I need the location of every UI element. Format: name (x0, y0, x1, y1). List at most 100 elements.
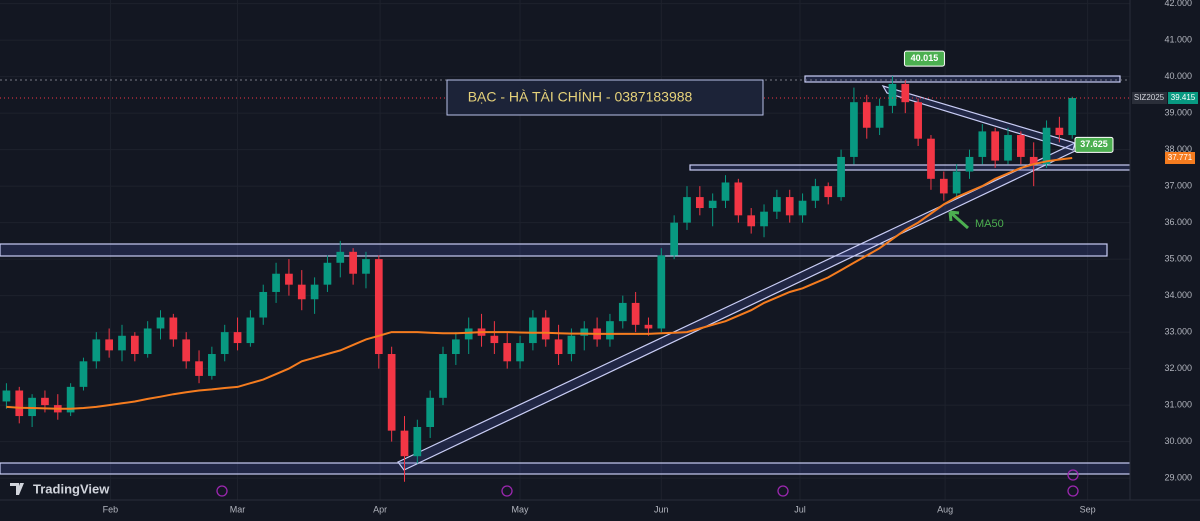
candle-body (156, 317, 165, 329)
candle-body (618, 302, 627, 322)
candle-body (965, 156, 974, 172)
candle-body (464, 328, 473, 340)
candle-body (1017, 135, 1025, 157)
y-tick-label: 31.000 (1164, 399, 1192, 409)
candle-body (1068, 97, 1077, 136)
candle-body (1055, 127, 1064, 136)
candle-body (439, 354, 447, 398)
candle-body (1004, 135, 1012, 161)
x-tick-label: Apr (373, 504, 387, 514)
candle-body (516, 343, 524, 362)
logo: TradingView (10, 481, 110, 496)
candle-body (695, 197, 704, 209)
logo-mark (10, 483, 24, 495)
callout-text: 37.625 (1080, 139, 1108, 149)
y-tick-label: 42.000 (1164, 0, 1192, 8)
candle-body (2, 390, 11, 402)
price-tag-text: 39.415 (1171, 93, 1196, 102)
x-tick-label: May (512, 504, 530, 514)
candle-body (349, 251, 357, 274)
candle-body (28, 397, 36, 417)
event-icon (1067, 469, 1079, 481)
candle-body (554, 339, 563, 355)
ma-tag-text: 37.771 (1168, 153, 1193, 162)
candle-body (374, 259, 383, 355)
event-icon (216, 485, 228, 497)
ma-tag (1165, 151, 1195, 164)
candle-body (798, 200, 807, 216)
candle-body (285, 273, 293, 285)
candle-body (323, 262, 332, 285)
candle-body (15, 390, 24, 417)
candle-body (66, 386, 75, 413)
candle-body (130, 335, 139, 355)
zone (689, 164, 1148, 171)
candle-body (336, 251, 345, 263)
callout (1074, 136, 1114, 153)
price-tag (1168, 91, 1198, 104)
x-tick-label: Jun (654, 504, 669, 514)
symbol-tag-text: SIZ2025 (1134, 93, 1165, 102)
candle-body (1042, 127, 1051, 165)
candle-body (259, 291, 268, 318)
candle-body (644, 324, 653, 329)
y-tick-label: 39.000 (1164, 108, 1192, 118)
candle-body (143, 328, 152, 355)
ma-arrow (948, 210, 969, 230)
event-icon (777, 485, 789, 497)
candle-body (297, 284, 306, 300)
event-icon (1067, 485, 1079, 497)
candle-body (580, 328, 589, 336)
tags: SIZ2025 39.415 37.771 40.015 37.625 (903, 50, 1198, 164)
event-icon (501, 485, 513, 497)
candle-body (426, 397, 435, 428)
x-tick-label: Mar (230, 504, 246, 514)
candle-body (939, 178, 948, 194)
candle-body (362, 259, 370, 274)
candle-body (529, 317, 537, 344)
price-axis (1130, 0, 1200, 521)
candle-body (387, 354, 396, 431)
candle-body (978, 131, 987, 157)
candle-body (1029, 156, 1038, 165)
drawings (0, 75, 1148, 475)
trend-channel (881, 84, 1076, 151)
candle-body (631, 302, 640, 325)
candle-body (105, 339, 113, 351)
candle-body (927, 138, 935, 179)
candle-body (734, 182, 743, 216)
candle-body (220, 332, 229, 355)
zone (0, 243, 1108, 257)
x-tick-label: Aug (937, 504, 953, 514)
candle-body (310, 284, 319, 300)
ma-line (6, 157, 1073, 410)
candle-body (901, 83, 910, 103)
candle-body (92, 339, 101, 362)
y-tick-label: 41.000 (1164, 35, 1192, 45)
symbol-tag (1132, 91, 1167, 104)
candle-body (670, 222, 678, 256)
candle-body (246, 317, 255, 344)
candle-body (850, 102, 858, 157)
x-tick-label: Feb (103, 504, 119, 514)
candle-body (118, 335, 126, 351)
candle-body (785, 197, 794, 216)
candle-body (606, 321, 614, 340)
y-tick-label: 38.000 (1164, 144, 1192, 154)
zone (0, 462, 1148, 475)
candle-body (837, 156, 845, 198)
x-tick-label: Jul (794, 504, 806, 514)
candle-body (862, 102, 871, 128)
candle-body (169, 317, 178, 340)
candle-body (875, 105, 884, 128)
candle-body (773, 197, 781, 212)
candle-body (41, 397, 49, 406)
candle-body (721, 182, 730, 201)
candle-body (760, 211, 768, 227)
ma (6, 157, 1073, 410)
logo-text: TradingView (33, 481, 110, 496)
ma-label: MA50 (975, 218, 1004, 230)
candle-body (991, 131, 1000, 161)
axis: 29.000 30.000 31.000 32.000 33.000 34.000 35.0… (103, 0, 1192, 514)
candle-body (208, 354, 216, 376)
